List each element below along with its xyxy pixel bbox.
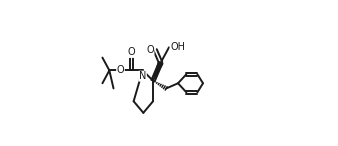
Polygon shape: [153, 62, 163, 81]
Text: O: O: [128, 47, 135, 57]
Text: O: O: [146, 45, 154, 55]
Text: O: O: [117, 65, 124, 75]
Text: OH: OH: [170, 42, 185, 52]
Text: N: N: [139, 71, 146, 81]
